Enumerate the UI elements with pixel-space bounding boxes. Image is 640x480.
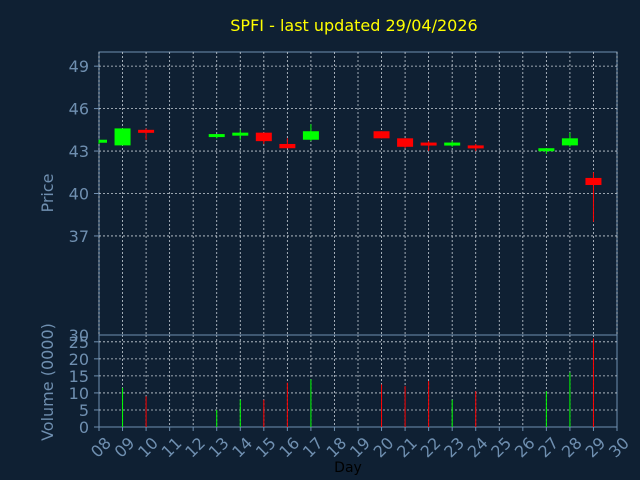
candle-body — [208, 134, 225, 138]
candle-body — [561, 138, 578, 146]
volume-axis-label: Volume (0000) — [38, 323, 57, 441]
candle-body — [138, 129, 155, 133]
candle-body — [397, 138, 414, 147]
candle-body — [444, 142, 461, 146]
candle-body — [420, 142, 437, 146]
price-tick-label: 30 — [69, 326, 89, 345]
candle-body — [373, 131, 390, 139]
candle-body — [467, 145, 484, 149]
candle-body — [99, 139, 107, 143]
candle-body — [114, 128, 131, 146]
price-tick-label: 40 — [69, 185, 89, 204]
volume-tick-label: 5 — [79, 401, 89, 420]
volume-tick-label: 0 — [79, 418, 89, 437]
volume-tick-label: 15 — [69, 367, 89, 386]
price-tick-label: 49 — [69, 57, 89, 76]
price-axis-label: Price — [38, 173, 57, 212]
chart-title: SPFI - last updated 29/04/2026 — [230, 16, 477, 35]
price-panel: 37 40 43 46 49 30 — [69, 51, 618, 345]
price-tick-label: 43 — [69, 142, 89, 161]
price-tick-label: 37 — [69, 227, 89, 246]
candle-body — [585, 177, 602, 186]
candle-body — [255, 132, 272, 142]
candle-body — [232, 132, 249, 136]
x-axis-label: Day — [334, 460, 362, 476]
volume-tick-label: 10 — [69, 384, 89, 403]
volume-tick-label: 25 — [69, 333, 89, 352]
price-tick-label: 46 — [69, 100, 89, 119]
candle-body — [538, 148, 555, 152]
candle-body — [302, 131, 319, 140]
candle-body — [279, 143, 296, 149]
volume-tick-label: 20 — [69, 350, 89, 369]
